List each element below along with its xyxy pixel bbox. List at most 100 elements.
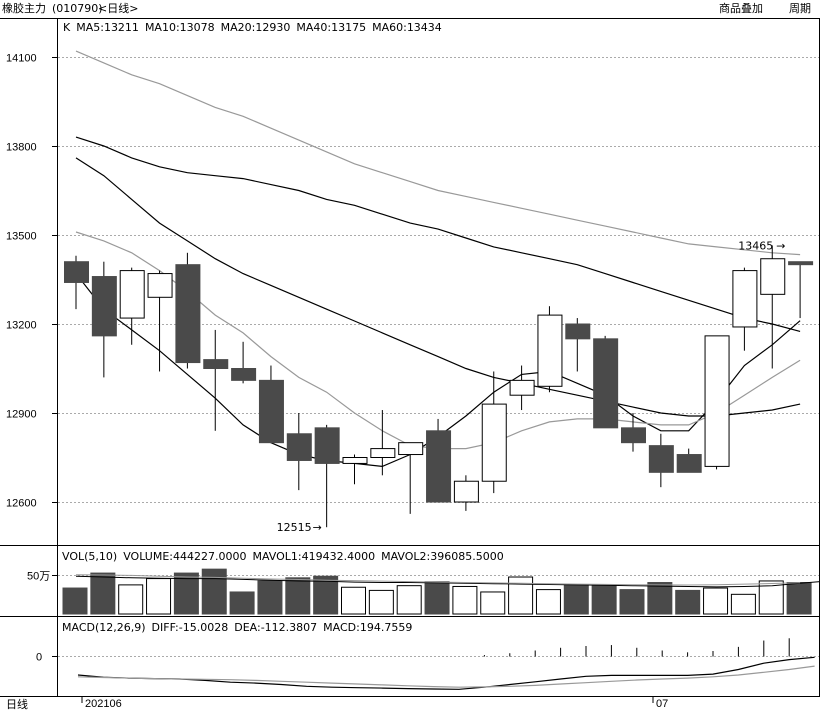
candle-body-down xyxy=(91,276,117,337)
candle-body-down xyxy=(286,433,312,461)
candles xyxy=(64,245,814,528)
high-arrow: → xyxy=(776,239,785,252)
volume-tick-label: 50万 xyxy=(27,571,50,583)
volume-bar xyxy=(201,568,227,615)
y-tick-label: 12600 xyxy=(6,498,37,510)
legend-entry: MACD:194.7559 xyxy=(323,621,412,634)
volume-bar xyxy=(730,593,756,615)
candle xyxy=(370,410,396,476)
candle xyxy=(704,335,730,470)
volume-bar xyxy=(480,591,506,615)
candle xyxy=(175,252,201,369)
legend-entry: MAVOL2:396085.5000 xyxy=(381,550,504,563)
candle-body-up xyxy=(760,258,786,295)
volume-bar xyxy=(341,586,366,615)
candle xyxy=(91,261,117,378)
period-button[interactable]: 日线 xyxy=(6,697,28,710)
low-arrow: → xyxy=(313,521,322,534)
candle xyxy=(342,454,368,485)
legend-entry: MA40:13175 xyxy=(296,21,366,34)
candle-body-down xyxy=(231,368,257,381)
candle-body-down xyxy=(175,264,201,364)
macd-legend: MACD(12,26,9) DIFF:-15.0028 DEA:-112.3807 M… xyxy=(62,621,412,634)
volume-bar xyxy=(508,576,534,615)
volume-bar xyxy=(313,575,339,615)
volume-bar xyxy=(173,572,199,615)
x-tick-label: 07 xyxy=(656,698,668,710)
candle-body-up xyxy=(398,442,424,456)
volume-legend: VOL(5,10) VOLUME:444227.0000 MAVOL1:419432… xyxy=(62,550,504,563)
x-axis: 202106 07 xyxy=(81,697,668,710)
candle-body-up xyxy=(537,314,563,387)
legend-entry: DIFF:-15.0028 xyxy=(152,621,229,634)
volume-bar xyxy=(647,582,673,615)
volume-grid: 50万 xyxy=(27,571,819,583)
volume-bar xyxy=(424,581,450,615)
volume-ma-lines xyxy=(75,574,820,588)
candle-body-down xyxy=(676,454,702,473)
candle-body-down xyxy=(64,261,89,283)
candle-body-up xyxy=(370,448,396,459)
volume-bar xyxy=(90,572,116,615)
volume-bar xyxy=(146,578,172,615)
period-link[interactable]: 周期 xyxy=(789,2,811,15)
legend-entry: DEA:-112.3807 xyxy=(234,621,317,634)
candle-body-down xyxy=(314,427,340,464)
candle xyxy=(426,418,452,503)
volume-bar xyxy=(229,591,255,615)
ma-line-ma40 xyxy=(75,136,801,332)
candle xyxy=(231,341,257,384)
candle xyxy=(64,255,89,310)
candle-body-down xyxy=(203,359,229,370)
volume-bar xyxy=(368,589,394,615)
candle xyxy=(258,365,284,444)
volume-mavol2-line xyxy=(75,574,801,586)
macd-diff-line xyxy=(77,656,815,690)
legend-entry: VOLUME:444227.0000 xyxy=(123,550,246,563)
legend-entry: MA10:13078 xyxy=(145,21,215,34)
volume-bar xyxy=(758,580,784,615)
low-label: 12515 xyxy=(277,521,312,534)
candle-body-down xyxy=(426,430,452,503)
candle xyxy=(788,261,814,319)
high-label: 13465 xyxy=(738,239,773,252)
legend-entry: MA5:13211 xyxy=(76,21,139,34)
x-tick-label: 202106 xyxy=(85,698,122,710)
volume-bar xyxy=(396,585,422,615)
volume-bar xyxy=(62,587,88,615)
volume-bar xyxy=(285,577,311,615)
ma-line-ma20 xyxy=(75,157,801,417)
legend-entry: VOL(5,10) xyxy=(62,550,117,563)
overlay-link[interactable]: 商品叠加 xyxy=(719,1,763,15)
candle-body-up xyxy=(481,403,507,482)
candle xyxy=(621,413,646,452)
candle-body-up xyxy=(119,270,145,319)
candle xyxy=(119,267,145,345)
candle xyxy=(732,267,758,351)
instrument-code: (010790) xyxy=(52,2,103,15)
candle xyxy=(286,413,312,491)
macd-zero-label: 0 xyxy=(36,652,42,664)
volume-bars xyxy=(62,568,812,615)
candle xyxy=(398,442,424,514)
y-tick-label: 12900 xyxy=(6,409,37,421)
volume-bar xyxy=(452,585,478,615)
candle-body-down xyxy=(593,338,619,429)
legend-entry: MA20:12930 xyxy=(221,21,291,34)
ma-legend: K MA5:13211 MA10:13078 MA20:12930 MA40:13175… xyxy=(63,21,442,34)
candle xyxy=(509,365,535,411)
candle-body-up xyxy=(453,480,479,503)
chart-title: 橡胶主力 xyxy=(2,1,46,15)
candle-body-down xyxy=(621,427,646,444)
volume-bar xyxy=(535,589,561,615)
ma-line-ma60 xyxy=(75,50,801,256)
candle-body-up xyxy=(704,335,730,467)
volume-bar xyxy=(257,580,283,615)
candle-body-down xyxy=(648,445,674,473)
y-tick-label: 13800 xyxy=(6,142,37,154)
candle-body-up xyxy=(342,457,368,464)
macd-body: 0 xyxy=(36,638,819,690)
y-tick-label: 13200 xyxy=(6,320,37,332)
candle xyxy=(481,371,507,494)
volume-bar xyxy=(591,584,617,615)
